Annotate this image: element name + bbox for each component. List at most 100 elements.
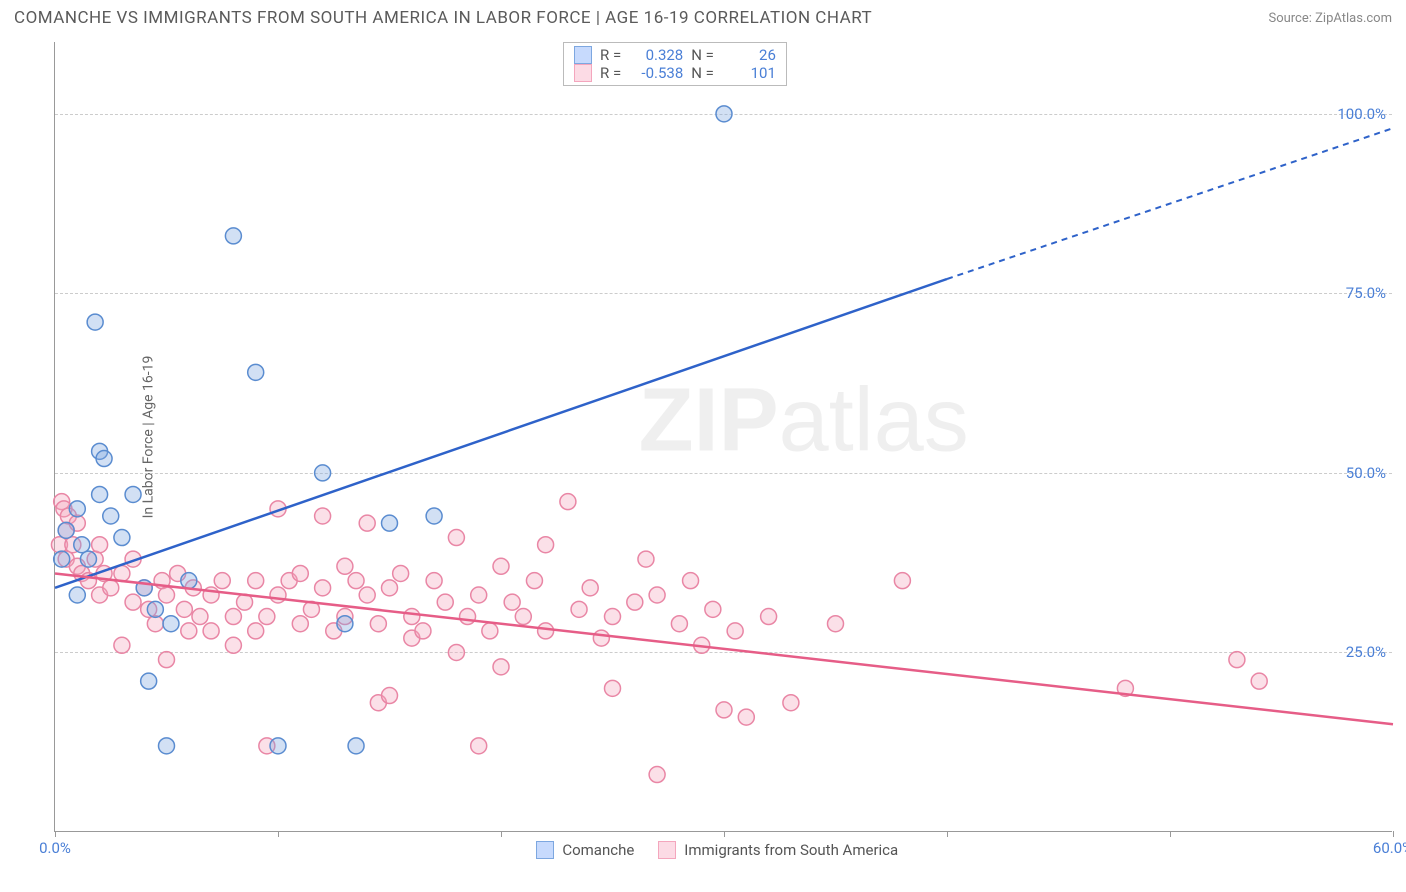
- data-point: [738, 709, 754, 725]
- data-point: [1229, 652, 1245, 668]
- n-value-comanche: 26: [722, 46, 776, 64]
- x-tick-mark: [1170, 831, 1171, 837]
- data-point: [359, 515, 375, 531]
- data-point: [92, 486, 108, 502]
- data-point: [716, 106, 732, 122]
- data-point: [315, 580, 331, 596]
- x-tick-mark: [1393, 831, 1394, 837]
- data-point: [638, 551, 654, 567]
- x-tick-mark: [947, 831, 948, 837]
- x-tick-mark: [724, 831, 725, 837]
- data-point: [159, 652, 175, 668]
- data-point: [471, 587, 487, 603]
- data-point: [114, 637, 130, 653]
- swatch-immigrants-bottom: [658, 841, 676, 859]
- data-point: [448, 644, 464, 660]
- data-point: [404, 609, 420, 625]
- data-point: [894, 573, 910, 589]
- data-point: [504, 594, 520, 610]
- data-point: [415, 623, 431, 639]
- data-point: [125, 486, 141, 502]
- data-point: [192, 609, 208, 625]
- data-point: [716, 702, 732, 718]
- legend-row-comanche: R = 0.328 N = 26: [574, 46, 776, 64]
- data-point: [270, 738, 286, 754]
- data-point: [141, 673, 157, 689]
- data-point: [783, 695, 799, 711]
- r-value-comanche: 0.328: [629, 46, 683, 64]
- data-point: [315, 508, 331, 524]
- data-point: [359, 587, 375, 603]
- series-legend: Comanche Immigrants from South America: [536, 841, 898, 859]
- trend-line-extrapolated: [947, 128, 1393, 279]
- data-point: [69, 587, 85, 603]
- data-point: [493, 558, 509, 574]
- data-point: [649, 587, 665, 603]
- data-point: [828, 616, 844, 632]
- data-point: [538, 537, 554, 553]
- data-point: [471, 738, 487, 754]
- data-point: [761, 609, 777, 625]
- data-point: [270, 587, 286, 603]
- data-point: [248, 573, 264, 589]
- trend-line: [55, 279, 947, 588]
- data-point: [248, 364, 264, 380]
- x-tick-mark: [278, 831, 279, 837]
- data-point: [382, 580, 398, 596]
- data-point: [248, 623, 264, 639]
- data-point: [337, 558, 353, 574]
- data-point: [627, 594, 643, 610]
- data-point: [348, 738, 364, 754]
- chart-plot-area: In Labor Force | Age 16-19 ZIPatlas 25.0…: [54, 42, 1392, 832]
- data-point: [593, 630, 609, 646]
- x-tick-mark: [501, 831, 502, 837]
- data-point: [538, 623, 554, 639]
- data-point: [426, 573, 442, 589]
- data-point: [92, 537, 108, 553]
- data-point: [437, 594, 453, 610]
- data-point: [225, 609, 241, 625]
- data-point: [176, 601, 192, 617]
- data-point: [125, 594, 141, 610]
- data-point: [80, 551, 96, 567]
- data-point: [393, 565, 409, 581]
- data-point: [58, 522, 74, 538]
- data-point: [292, 616, 308, 632]
- data-point: [671, 616, 687, 632]
- data-point: [605, 680, 621, 696]
- x-tick-label: 0.0%: [39, 839, 71, 857]
- data-point: [560, 494, 576, 510]
- swatch-comanche-bottom: [536, 841, 554, 859]
- data-point: [147, 616, 163, 632]
- swatch-immigrants: [574, 64, 592, 82]
- scatter-plot-svg: [55, 42, 1392, 831]
- data-point: [705, 601, 721, 617]
- data-point: [493, 659, 509, 675]
- data-point: [259, 609, 275, 625]
- data-point: [605, 609, 621, 625]
- data-point: [203, 623, 219, 639]
- data-point: [181, 623, 197, 639]
- data-point: [515, 609, 531, 625]
- data-point: [96, 451, 112, 467]
- data-point: [225, 228, 241, 244]
- data-point: [214, 573, 230, 589]
- data-point: [448, 530, 464, 546]
- data-point: [54, 551, 70, 567]
- data-point: [103, 580, 119, 596]
- data-point: [87, 314, 103, 330]
- data-point: [526, 573, 542, 589]
- source-attribution: Source: ZipAtlas.com: [1268, 11, 1392, 26]
- data-point: [114, 530, 130, 546]
- data-point: [382, 688, 398, 704]
- data-point: [159, 587, 175, 603]
- data-point: [727, 623, 743, 639]
- data-point: [315, 465, 331, 481]
- correlation-legend: R = 0.328 N = 26 R = -0.538 N = 101: [563, 42, 787, 86]
- data-point: [482, 623, 498, 639]
- legend-row-immigrants: R = -0.538 N = 101: [574, 64, 776, 82]
- data-point: [683, 573, 699, 589]
- chart-title: COMANCHE VS IMMIGRANTS FROM SOUTH AMERIC…: [14, 8, 872, 28]
- data-point: [382, 515, 398, 531]
- data-point: [348, 573, 364, 589]
